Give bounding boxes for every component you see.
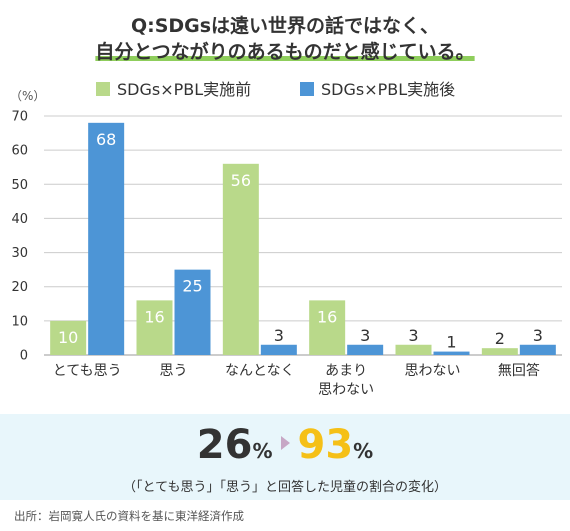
data-label: 2 <box>495 329 505 348</box>
x-tick-label: なんとなく <box>225 363 295 379</box>
arrow-right-icon <box>280 436 290 450</box>
x-tick-label: 無回答 <box>498 362 540 379</box>
data-label: 3 <box>533 326 543 345</box>
x-tick-label: 思わない <box>405 363 461 379</box>
bar-after <box>519 344 556 355</box>
x-tick-label: とても思う <box>53 363 122 379</box>
summary-change: 26% 93% <box>0 422 570 468</box>
y-unit-label: （%） <box>10 89 45 103</box>
summary-after-unit: % <box>353 439 374 463</box>
legend-swatch <box>300 82 314 96</box>
bar-after <box>260 344 297 355</box>
y-tick-label: 40 <box>11 212 28 227</box>
bar-after <box>174 269 211 355</box>
y-tick-label: 10 <box>11 314 28 329</box>
source-note: 出所：岩岡寛人氏の資料を基に東洋経済作成 <box>14 509 244 523</box>
summary-box: 26% 93% （「とても思う」「思う」と回答した児童の割合の変化） <box>0 414 570 500</box>
data-label: 10 <box>58 328 78 347</box>
chart-title-line1: Q:SDGsは遠い世界の話ではなく、 <box>130 15 440 37</box>
data-label: 68 <box>96 130 116 149</box>
data-label: 3 <box>408 326 418 345</box>
data-label: 56 <box>231 171 251 190</box>
summary-before-value: 26 <box>196 422 253 468</box>
summary-after-value: 93 <box>297 422 354 468</box>
chart-title-line2: 自分とつながりのあるものだと感じている。 <box>95 41 475 63</box>
bar-after <box>88 122 125 355</box>
legend-label: SDGs×PBL実施後 <box>321 80 455 99</box>
x-tick-label: 思わない <box>318 382 374 398</box>
bar-before <box>136 300 173 355</box>
legend-swatch <box>96 82 110 96</box>
bar-before <box>481 348 518 355</box>
y-tick-label: 50 <box>11 178 28 193</box>
bar-after <box>433 351 470 355</box>
x-tick-label: 思う <box>160 363 188 379</box>
data-label: 16 <box>144 307 164 326</box>
bar-before <box>222 163 259 355</box>
y-tick-label: 0 <box>20 349 28 364</box>
y-tick-label: 70 <box>11 110 28 125</box>
bar-chart: 0 10 20 30 40 50 60 70 （%） SDGs×PBL実施前 SDGs×PBL実施後… <box>10 80 562 398</box>
legend-label: SDGs×PBL実施前 <box>117 80 251 99</box>
y-tick-label: 60 <box>11 144 28 159</box>
summary-before-unit: % <box>252 439 273 463</box>
data-label: 1 <box>446 333 456 352</box>
data-label: 3 <box>274 326 284 345</box>
bar-after <box>347 344 384 355</box>
bar-before <box>309 300 346 355</box>
bar-before <box>50 320 87 355</box>
y-tick-label: 20 <box>11 280 28 295</box>
y-tick-label: 30 <box>11 246 28 261</box>
summary-note: （「とても思う」「思う」と回答した児童の割合の変化） <box>123 480 447 495</box>
data-label: 16 <box>317 307 337 326</box>
bar-before <box>395 344 432 355</box>
data-label: 25 <box>182 277 202 296</box>
x-tick-label: あまり <box>325 363 367 379</box>
data-label: 3 <box>360 326 370 345</box>
